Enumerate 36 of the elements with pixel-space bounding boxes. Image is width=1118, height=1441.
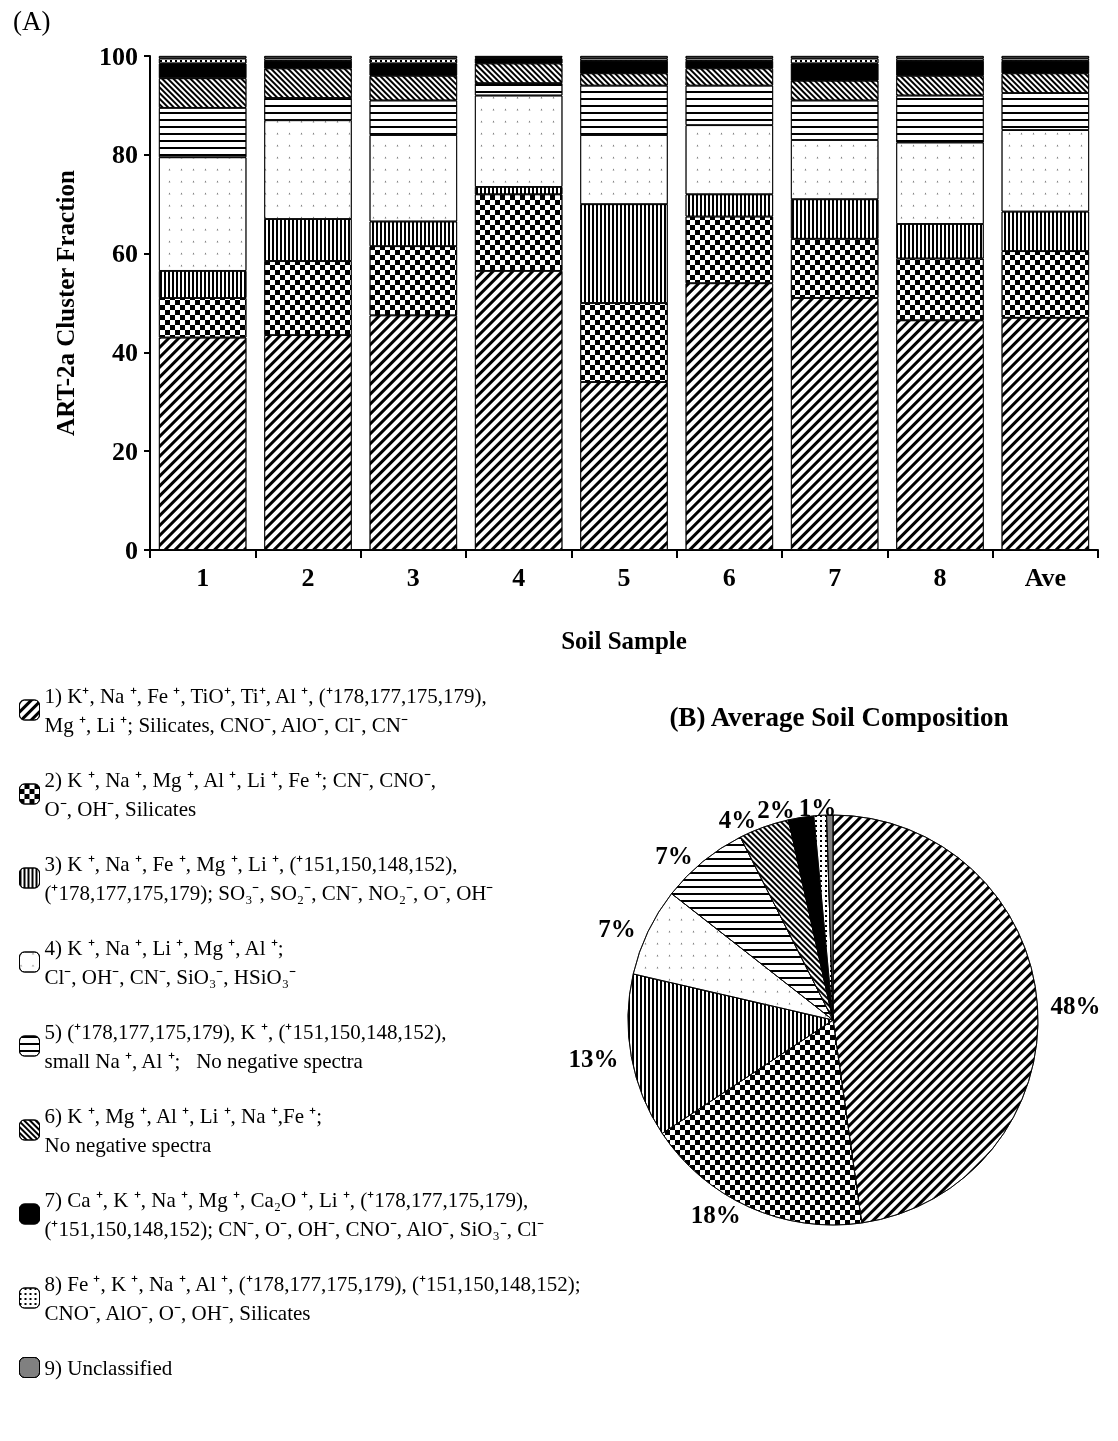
data-label: 2%: [757, 796, 795, 824]
x-tick-label: 1: [196, 562, 210, 592]
legend-label: 7) Ca ⁺, K ⁺, Na ⁺, Mg ⁺, Ca₂O ⁺, Li ⁺, (⁺178,177,175,179), (⁺151,150,148,152); CN⁻, O⁻, OH⁻, CNO⁻, AlO⁻, SiO₃⁻, Cl⁻: [44, 1187, 545, 1241]
chart-title: (A): [13, 5, 51, 36]
data-label: 13%: [568, 1044, 619, 1072]
x-tick-label: 3: [406, 562, 420, 592]
data-label: 7%: [598, 914, 636, 942]
data-label: 18%: [690, 1200, 741, 1228]
x-tick-label: 5: [617, 562, 631, 592]
legend-label: 4) K ⁺, Na ⁺, Li ⁺, Mg ⁺, Al ⁺; Cl⁻, OH⁻, CN⁻, SiO₃⁻, HSiO₃⁻: [44, 935, 297, 989]
legend-label: 6) K ⁺, Mg ⁺, Al ⁺, Li ⁺, Na ⁺,Fe ⁺; No negative spectra: [44, 1103, 323, 1157]
y-tick-label: 40: [112, 337, 138, 367]
y-tick-label: 0: [125, 535, 138, 565]
legend-label: 5) (⁺178,177,175,179), K ⁺, (⁺151,150,148,152), small Na ⁺, Al ⁺; No negative spectra: [44, 1019, 447, 1073]
legend-label: 3) K ⁺, Na ⁺, Fe ⁺, Mg ⁺, Li ⁺, (⁺151,150,148,152), (⁺178,177,175,179); SO₃⁻, SO₂⁻, CN⁻, NO₂⁻, O⁻, OH⁻: [44, 851, 494, 905]
y-tick-label: 20: [112, 436, 138, 466]
x-tick-label: Ave: [1024, 562, 1067, 592]
x-tick-label: 4: [512, 562, 526, 592]
legend-label: 2) K ⁺, Na ⁺, Mg ⁺, Al ⁺, Li ⁺, Fe ⁺; CN⁻, CNO⁻, O⁻, OH⁻, Silicates: [44, 767, 436, 821]
legend-label: 1) K⁺, Na ⁺, Fe ⁺, TiO⁺, Ti⁺, Al ⁺, (⁺178,177,175,179), Mg ⁺, Li ⁺; Silicates, CNO⁻, AlO⁻, Cl⁻, CN⁻: [44, 683, 487, 737]
data-label: 1%: [798, 793, 837, 821]
legend-label: 8) Fe ⁺, K ⁺, Na ⁺, Al ⁺, (⁺178,177,175,179), (⁺151,150,148,152); CNO⁻, AlO⁻, O⁻, OH⁻, Silicates: [44, 1271, 581, 1325]
y-tick-label: 60: [112, 239, 138, 269]
data-label: 4%: [718, 805, 757, 833]
x-tick-label: 8: [933, 562, 947, 592]
x-axis-title: Soil Sample: [561, 627, 687, 654]
y-axis-title: ART-2a Cluster Fraction: [52, 170, 79, 436]
x-tick-label: 2: [301, 562, 315, 592]
x-tick-label: 7: [828, 562, 842, 592]
data-label: 48%: [1050, 991, 1101, 1019]
data-label: 7%: [655, 841, 693, 869]
legend-label: 9) Unclassified: [44, 1355, 173, 1380]
y-tick-label: 80: [112, 140, 138, 170]
y-tick-label: 100: [99, 41, 138, 71]
x-tick-label: 6: [722, 562, 736, 592]
chart-title: (B) Average Soil Composition: [669, 701, 1009, 732]
